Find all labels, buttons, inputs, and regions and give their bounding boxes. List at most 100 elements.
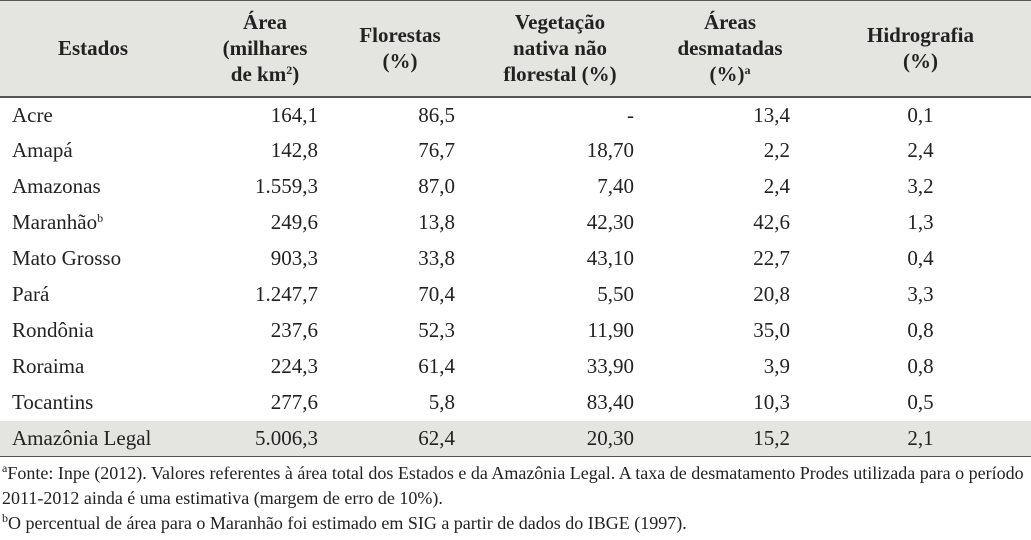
value-cell: 20,30	[586, 425, 634, 450]
state-cell: Maranhãob	[0, 205, 200, 241]
value-cell: 83,40	[586, 390, 634, 414]
value-cell: 142,8	[270, 138, 318, 162]
value-cell: -	[627, 102, 634, 127]
value-cell: 76,7	[418, 138, 455, 162]
value-cell: 3,2	[907, 174, 934, 198]
value-cell: 70,4	[418, 282, 455, 306]
value-cell: 0,1	[907, 102, 934, 127]
value-cell: 2,1	[907, 425, 934, 450]
value-cell: 52,3	[418, 318, 455, 342]
state-name: Amazônia Legal	[12, 425, 152, 450]
footnote: bO percentual de área para o Maranhão fo…	[2, 511, 1027, 536]
footnote-mark: b	[2, 511, 8, 525]
value-cell: 3,9	[763, 354, 790, 378]
table-row: Roraima 224,3 61,4 33,90 3,9 0,8	[0, 349, 1031, 385]
value-cell: 0,8	[907, 354, 934, 378]
state-cell: Rondônia	[0, 313, 200, 349]
value-cell: 164,1	[270, 102, 318, 127]
header-text: (%)	[903, 49, 938, 74]
value-cell: 42,6	[753, 210, 790, 234]
state-name: Maranhão	[12, 210, 98, 234]
value-cell: 20,8	[753, 282, 790, 306]
state-cell: Pará	[0, 277, 200, 313]
value-cell: 0,8	[907, 318, 934, 342]
state-name: Amazonas	[12, 174, 101, 198]
table-row: Rondônia 237,6 52,3 11,90 35,0 0,8	[0, 313, 1031, 349]
value-cell: 33,90	[586, 354, 634, 378]
footnote-mark: a	[2, 461, 8, 475]
value-cell: 11,90	[587, 318, 634, 342]
value-cell: 1.559,3	[255, 174, 318, 198]
table-body: Acre 164,1 86,5 - 13,4 0,1 Amapá 142,8 76,7 18,70…	[0, 97, 1031, 457]
value-cell: 277,6	[270, 390, 318, 414]
header-text: (%)	[709, 62, 745, 87]
header-text: Hidrografia	[867, 23, 974, 48]
value-cell: 1,3	[907, 210, 934, 234]
header-text: Área	[243, 10, 287, 35]
state-name: Mato Grosso	[12, 246, 122, 270]
header-cell: Vegetação nativa não florestal (%)	[470, 1, 650, 97]
table-header: Estados Área (milhares de km2) Florestas (%) V…	[0, 0, 1031, 97]
state-name: Amapá	[12, 138, 73, 162]
state-cell: Tocantins	[0, 385, 200, 421]
value-cell: 43,10	[586, 246, 634, 270]
header-text: nativa não	[513, 36, 607, 61]
header-text: de km	[230, 62, 287, 87]
header-row: Estados Área (milhares de km2) Florestas (%) V…	[0, 0, 1031, 97]
table-row: Mato Grosso 903,3 33,8 43,10 22,7 0,4	[0, 241, 1031, 277]
table-row: Amazônia Legal 5.006,3 62,4 20,30 15,2 2,1	[0, 420, 1031, 457]
header-cell: Áreas desmatadas (%)a	[650, 1, 810, 97]
state-cell: Roraima	[0, 349, 200, 385]
value-cell: 22,7	[753, 246, 790, 270]
footnote-text: O percentual de área para o Maranhão foi…	[8, 513, 687, 533]
state-name: Tocantins	[12, 390, 94, 414]
value-cell: 18,70	[586, 138, 634, 162]
value-cell: 7,40	[597, 174, 634, 198]
header-cell: Estados	[0, 1, 200, 97]
footnote-text: Fonte: Inpe (2012). Valores referentes à…	[2, 463, 1024, 508]
state-cell: Amazônia Legal	[0, 421, 200, 457]
table-row: Pará 1.247,7 70,4 5,50 20,8 3,3	[0, 277, 1031, 313]
data-table: Estados Área (milhares de km2) Florestas (%) V…	[0, 0, 1031, 457]
state-cell: Amapá	[0, 133, 200, 169]
value-cell: 5.006,3	[255, 425, 318, 450]
value-cell: 33,8	[418, 246, 455, 270]
table-row: Maranhãob 249,6 13,8 42,30 42,6 1,3	[0, 205, 1031, 241]
value-cell: 35,0	[753, 318, 790, 342]
value-cell: 2,4	[763, 174, 790, 198]
value-cell: 2,2	[763, 138, 790, 162]
value-cell: 5,8	[428, 390, 455, 414]
header-cell: Área (milhares de km2)	[200, 1, 330, 97]
value-cell: 87,0	[418, 174, 455, 198]
header-text: desmatadas	[677, 36, 783, 61]
superscript: a	[744, 63, 751, 78]
state-cell: Amazonas	[0, 169, 200, 205]
value-cell: 249,6	[270, 210, 318, 234]
value-cell: 61,4	[418, 354, 455, 378]
header-text: Florestas	[359, 23, 441, 48]
header-text: Vegetação	[514, 10, 606, 35]
state-name: Pará	[12, 282, 50, 306]
value-cell: 2,4	[907, 138, 934, 162]
superscript: 2	[286, 63, 293, 78]
value-cell: 5,50	[597, 282, 634, 306]
value-cell: 13,4	[753, 102, 790, 127]
header-text: florestal (%)	[503, 62, 617, 87]
note-mark: b	[97, 211, 104, 225]
header-text: (%)	[382, 49, 418, 74]
header-text: Áreas	[703, 10, 757, 35]
state-cell: Mato Grosso	[0, 241, 200, 277]
value-cell: 13,8	[418, 210, 455, 234]
value-cell: 903,3	[270, 246, 318, 270]
value-cell: 42,30	[586, 210, 634, 234]
value-cell: 0,4	[907, 246, 934, 270]
value-cell: 224,3	[270, 354, 318, 378]
value-cell: 10,3	[753, 390, 790, 414]
state-cell: Acre	[0, 97, 200, 133]
state-name: Acre	[12, 102, 53, 127]
value-cell: 62,4	[418, 425, 455, 450]
header-cell: Hidrografia (%)	[810, 1, 1031, 97]
header-cell: Florestas (%)	[330, 1, 470, 97]
header-text: (milhares	[222, 36, 308, 61]
